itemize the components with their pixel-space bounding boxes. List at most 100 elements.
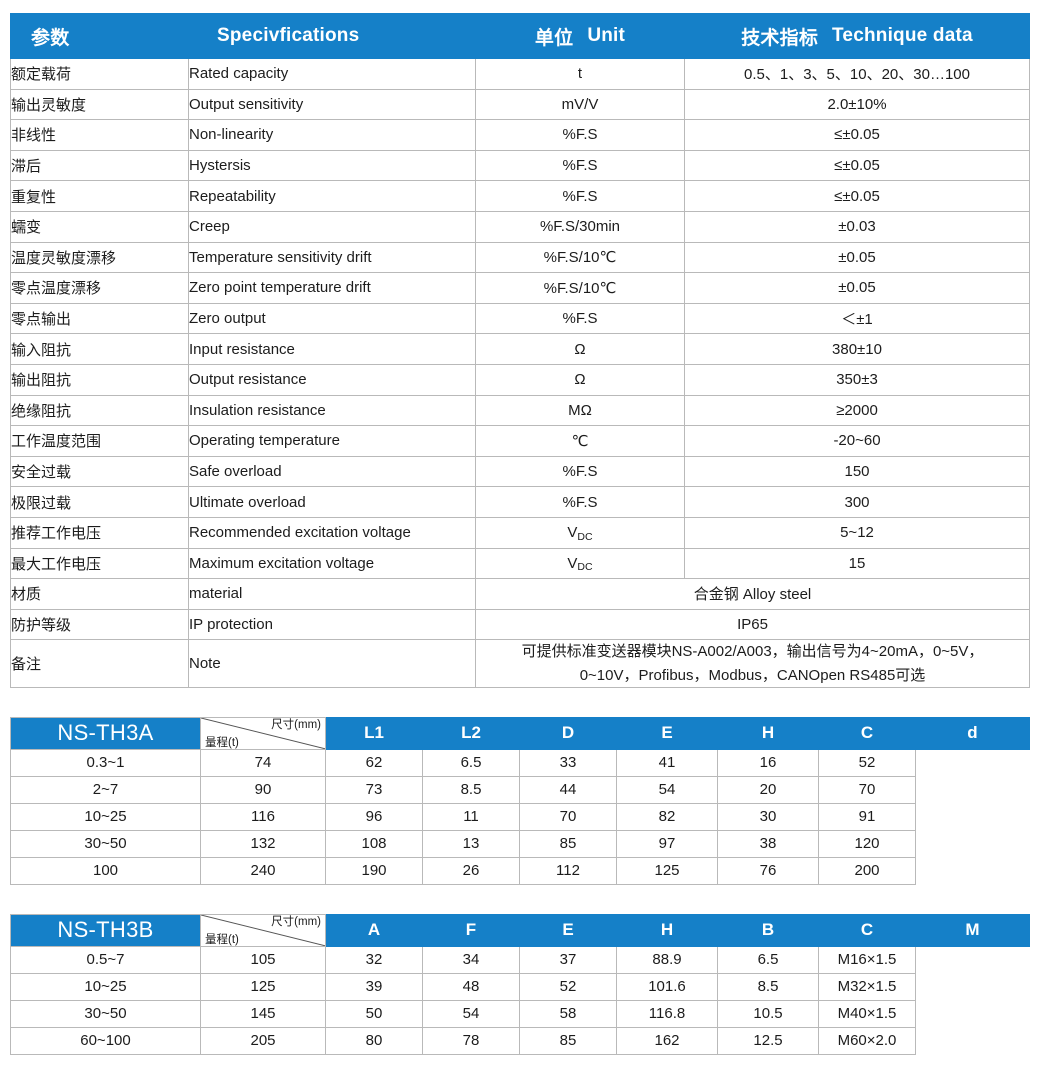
cell-dimension-m: M32×1.5 — [818, 972, 916, 1001]
cell-dimension-d: 200 — [818, 856, 916, 885]
header-row: 参数 Specivfications 单位 Unit 技术指标 Techniqu… — [10, 13, 1030, 59]
cell-specification: Rated capacity — [188, 58, 476, 90]
cell-specification: Non-linearity — [188, 119, 476, 151]
table-row: 防护等级 IP protection IP65 — [10, 608, 1030, 641]
cell-parameter: 最大工作电压 — [10, 547, 189, 580]
cell-capacity-range: 0.3~1 — [10, 748, 201, 777]
cell-dimension-d: 13 — [422, 829, 520, 858]
table-row-note: 备注 Note 可提供标准变送器模块NS-A002/A003，输出信号为4~20mA… — [10, 639, 1030, 688]
dimension-column-header-d: D — [519, 716, 617, 750]
cell-technique-data-merged: IP65 — [475, 608, 1030, 641]
table-row: 额定载荷 Rated capacity t 0.5、1、3、5、10、20、30…10… — [10, 58, 1030, 90]
cell-parameter: 安全过载 — [10, 455, 189, 488]
cell-dimension-h: 58 — [519, 999, 617, 1028]
cell-unit: %F.S — [475, 119, 685, 151]
cell-dimension-l2: 190 — [325, 856, 423, 885]
cell-capacity-range: 30~50 — [10, 999, 201, 1028]
table-row: 30~50 145 50 54 58 116.8 10.5 M40×1.5 — [10, 999, 1030, 1028]
cell-dimension-e: 44 — [519, 775, 617, 804]
table-row: 绝缘阻抗 Insulation resistance MΩ ≥2000 — [10, 394, 1030, 427]
cell-parameter: 零点温度漂移 — [10, 272, 189, 304]
cell-specification: material — [188, 578, 476, 610]
cell-parameter: 输出阻抗 — [10, 363, 189, 396]
dimension-column-header-c: C — [818, 913, 916, 947]
cell-specification: Zero output — [188, 302, 476, 335]
cell-dimension-c: 8.5 — [717, 972, 819, 1001]
cell-unit: %F.S/10℃ — [475, 241, 685, 274]
cell-dimension-d: 11 — [422, 802, 520, 831]
corner-label-range: 量程(t) — [205, 933, 239, 946]
cell-specification: Safe overload — [188, 455, 476, 488]
cell-dimension-l1: 116 — [200, 802, 326, 831]
cell-dimension-b: 101.6 — [616, 972, 718, 1001]
dimension-table-ns-th3b: NS-TH3B 尺寸(mm) 量程(t) A F E H B C M 0.5~7 105 32 34 37 8… — [10, 913, 1030, 1055]
cell-unit: %F.S — [475, 455, 685, 488]
cell-capacity-range: 0.5~7 — [10, 945, 201, 974]
table-row: 推荐工作电压 Recommended excitation voltage VDC 5… — [10, 516, 1030, 549]
table-row: 30~50 132 108 13 85 97 38 120 — [10, 829, 1030, 858]
cell-dimension-d: 120 — [818, 829, 916, 858]
cell-capacity-range: 10~25 — [10, 972, 201, 1001]
cell-unit: VDC — [475, 547, 685, 580]
cell-parameter: 备注 — [10, 639, 189, 688]
cell-dimension-h: 97 — [616, 829, 718, 858]
table-row: 安全过载 Safe overload %F.S 150 — [10, 455, 1030, 488]
cell-technique-data: ≤±0.05 — [684, 119, 1030, 151]
corner-label-range: 量程(t) — [205, 736, 239, 749]
cell-specification: Repeatability — [188, 180, 476, 212]
header-label-spec-en: Specivfications — [217, 25, 360, 46]
cell-dimension-f: 32 — [325, 945, 423, 974]
cell-unit: t — [475, 58, 685, 90]
table-row: 重复性 Repeatability %F.S ≤±0.05 — [10, 180, 1030, 212]
cell-capacity-range: 2~7 — [10, 775, 201, 804]
cell-parameter: 零点输出 — [10, 302, 189, 335]
cell-unit: %F.S/10℃ — [475, 272, 685, 304]
cell-dimension-c: 16 — [717, 748, 819, 777]
dimension-column-header-d: d — [915, 716, 1030, 750]
cell-parameter: 蠕变 — [10, 210, 189, 243]
cell-note-text: 可提供标准变送器模块NS-A002/A003，输出信号为4~20mA，0~5V，… — [475, 639, 1030, 688]
cell-dimension-h: 54 — [616, 775, 718, 804]
cell-unit: %F.S — [475, 302, 685, 335]
cell-specification: IP protection — [188, 608, 476, 641]
cell-specification: Note — [188, 639, 476, 688]
cell-technique-data: ≤±0.05 — [684, 149, 1030, 182]
cell-dimension-c: 38 — [717, 829, 819, 858]
column-header-parameter: 参数 — [10, 13, 189, 59]
cell-specification: Hystersis — [188, 149, 476, 182]
table-row: 最大工作电压 Maximum excitation voltage VDC 15 — [10, 547, 1030, 580]
table-row: 温度灵敏度漂移 Temperature sensitivity drift %F.S… — [10, 241, 1030, 274]
cell-parameter: 工作温度范围 — [10, 425, 189, 457]
cell-capacity-range: 30~50 — [10, 829, 201, 858]
table-row: 60~100 205 80 78 85 162 12.5 M60×2.0 — [10, 1026, 1030, 1055]
cell-technique-data: ≤±0.05 — [684, 180, 1030, 212]
column-header-specifications: Specivfications — [188, 13, 476, 59]
cell-parameter: 温度灵敏度漂移 — [10, 241, 189, 274]
corner-label-dimension: 尺寸(mm) — [271, 915, 321, 928]
cell-parameter: 输入阻抗 — [10, 333, 189, 365]
cell-parameter: 非线性 — [10, 119, 189, 151]
table-row: 工作温度范围 Operating temperature ℃ -20~60 — [10, 425, 1030, 457]
cell-technique-data: ±0.03 — [684, 210, 1030, 243]
specification-table-header: 参数 Specivfications 单位 Unit 技术指标 Techniqu… — [10, 13, 1030, 59]
cell-dimension-b: 88.9 — [616, 945, 718, 974]
header-label-data-en: Technique data — [832, 25, 973, 46]
cell-technique-data: 5~12 — [684, 516, 1030, 549]
table-row: 输入阻抗 Input resistance Ω 380±10 — [10, 333, 1030, 365]
cell-specification: Insulation resistance — [188, 394, 476, 427]
table-row: 0.3~1 74 62 6.5 33 41 16 52 — [10, 748, 1030, 777]
cell-dimension-e: 54 — [422, 999, 520, 1028]
table-row: 输出阻抗 Output resistance Ω 350±3 — [10, 363, 1030, 396]
cell-dimension-e: 33 — [519, 748, 617, 777]
cell-dimension-c: 12.5 — [717, 1026, 819, 1055]
cell-dimension-c: 6.5 — [717, 945, 819, 974]
header-label-unit-en: Unit — [587, 25, 626, 46]
model-name-cell: NS-TH3B — [10, 913, 201, 947]
cell-parameter: 滞后 — [10, 149, 189, 182]
cell-dimension-a: 145 — [200, 999, 326, 1028]
cell-specification: Ultimate overload — [188, 486, 476, 518]
cell-dimension-l2: 62 — [325, 748, 423, 777]
cell-parameter: 输出灵敏度 — [10, 88, 189, 121]
cell-technique-data: 380±10 — [684, 333, 1030, 365]
